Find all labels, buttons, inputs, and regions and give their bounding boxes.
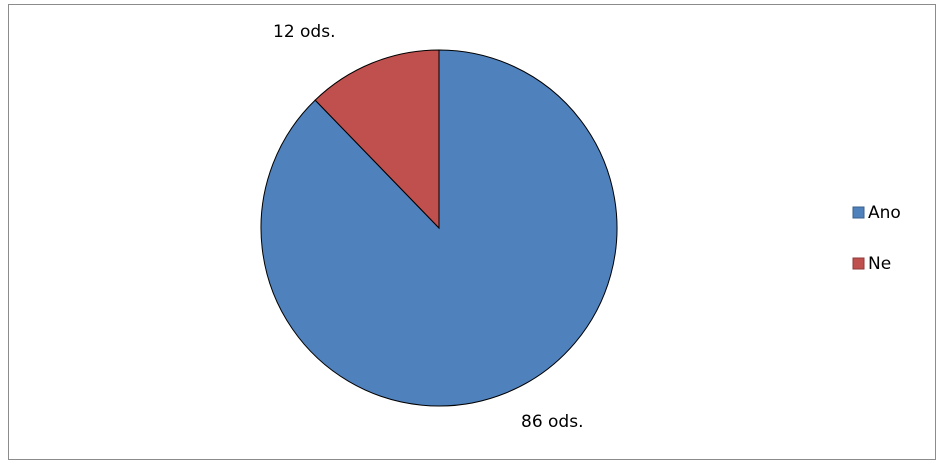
legend-swatch-ne bbox=[852, 257, 865, 270]
pie-chart: 12 ods. 86 ods. Ano Ne bbox=[260, 22, 901, 432]
slices-layer bbox=[260, 49, 618, 407]
legend-label-ano: Ano bbox=[868, 203, 901, 223]
legend-item-ano: Ano bbox=[852, 203, 901, 223]
legend-label-ne: Ne bbox=[868, 254, 891, 274]
pie-slice-ne bbox=[314, 49, 440, 230]
legend: Ano Ne bbox=[852, 203, 901, 274]
legend-item-ne: Ne bbox=[852, 254, 891, 274]
data-label-ne: 12 ods. bbox=[273, 22, 336, 42]
chart-frame: 12 ods. 86 ods. Ano Ne bbox=[8, 4, 936, 460]
legend-swatch-ano bbox=[852, 206, 865, 219]
data-labels-layer: 12 ods. 86 ods. bbox=[273, 22, 584, 432]
data-label-ano: 86 ods. bbox=[521, 412, 584, 432]
